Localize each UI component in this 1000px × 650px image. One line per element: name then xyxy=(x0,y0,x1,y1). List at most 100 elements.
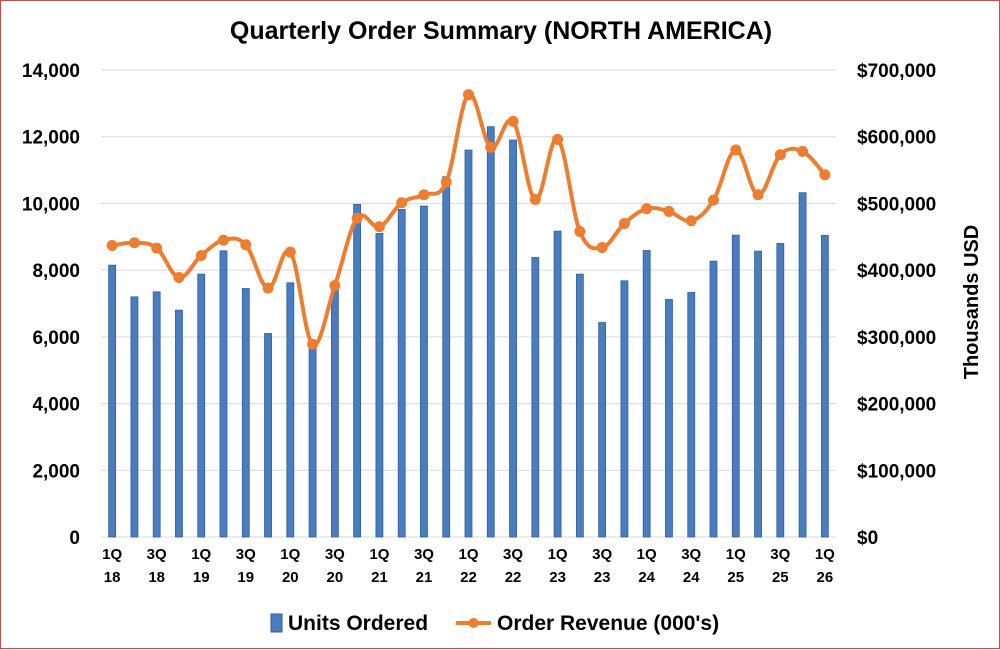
right-tick-label: $700,000 xyxy=(857,61,936,82)
x-tick-label-quarter: 3Q xyxy=(770,546,790,563)
bar-2Q-23 xyxy=(575,273,584,538)
x-axis-ticks: 1Q 18 3Q 18 1Q 19 3Q 19 1Q 20 3Q 20 1Q 21 3Q 21 1Q 22 3Q 22… xyxy=(102,546,835,586)
left-tick-label: 8,000 xyxy=(32,261,80,282)
right-tick-label: $300,000 xyxy=(857,328,936,349)
x-tick-label-year: 24 xyxy=(683,569,700,586)
x-tick-label-quarter: 3Q xyxy=(325,546,345,563)
bar-4Q-24 xyxy=(709,260,718,538)
bar-4Q-21 xyxy=(442,176,451,538)
x-tick-label-year: 20 xyxy=(282,569,299,586)
legend-marker-revenue xyxy=(468,618,479,628)
x-tick-label-year: 20 xyxy=(327,569,344,586)
x-tick-label-year: 22 xyxy=(505,569,522,586)
bar-3Q-24 xyxy=(687,292,696,538)
bar-3Q-21 xyxy=(420,205,428,538)
revenue-point-3Q-18 xyxy=(151,242,163,254)
x-tick-label-quarter: 1Q xyxy=(726,546,746,563)
x-tick-label-year: 21 xyxy=(371,569,388,586)
revenue-point-4Q-25 xyxy=(797,145,809,157)
revenue-point-3Q-19 xyxy=(240,239,252,251)
bar-2Q-20 xyxy=(308,343,317,538)
revenue-point-2Q-20 xyxy=(307,338,319,350)
revenue-point-4Q-23 xyxy=(618,217,630,229)
revenue-point-4Q-18 xyxy=(173,271,185,283)
legend: Units Ordered Order Revenue (000's) xyxy=(270,612,719,635)
revenue-point-3Q-21 xyxy=(418,189,430,201)
revenue-point-4Q-24 xyxy=(708,194,719,206)
revenue-point-3Q-20 xyxy=(329,279,341,291)
legend-swatch-units xyxy=(270,613,283,633)
bar-2Q-19 xyxy=(219,250,228,538)
left-tick-label: 12,000 xyxy=(22,128,80,149)
x-tick-label-year: 18 xyxy=(148,569,165,586)
right-tick-label: $100,000 xyxy=(857,461,936,482)
revenue-point-1Q-23 xyxy=(552,133,564,145)
left-tick-label: 4,000 xyxy=(32,395,80,416)
bar-1Q-24 xyxy=(642,250,651,538)
right-axis-title: Thousands USD xyxy=(961,225,983,379)
revenue-point-1Q-24 xyxy=(641,203,653,215)
bar-1Q-20 xyxy=(286,282,295,538)
left-tick-label: 0 xyxy=(69,528,80,549)
x-tick-label-year: 18 xyxy=(104,569,121,586)
x-tick-label-year: 23 xyxy=(549,569,566,586)
revenue-point-4Q-19 xyxy=(262,282,274,294)
revenue-point-3Q-25 xyxy=(774,149,786,161)
x-tick-label-year: 24 xyxy=(638,569,655,586)
x-tick-label-year: 25 xyxy=(727,569,744,586)
revenue-point-1Q-26 xyxy=(819,169,831,181)
x-tick-label-year: 21 xyxy=(416,569,433,586)
x-tick-label-quarter: 1Q xyxy=(637,546,657,563)
left-tick-label: 10,000 xyxy=(22,194,80,215)
x-tick-label-quarter: 1Q xyxy=(369,546,389,563)
revenue-point-2Q-22 xyxy=(485,141,497,153)
revenue-point-1Q-22 xyxy=(463,89,474,101)
left-tick-label: 2,000 xyxy=(32,461,80,482)
revenue-point-2Q-18 xyxy=(128,237,140,249)
x-tick-label-quarter: 3Q xyxy=(414,546,434,563)
revenue-point-1Q-18 xyxy=(106,239,118,251)
revenue-point-1Q-21 xyxy=(373,221,385,233)
revenue-point-4Q-20 xyxy=(351,212,363,224)
revenue-point-2Q-25 xyxy=(752,189,764,201)
right-axis-ticks: $0 $100,000 $200,000 $300,000 $400,000 $500,0… xyxy=(857,61,936,549)
revenue-point-1Q-20 xyxy=(284,246,296,258)
revenue-point-4Q-22 xyxy=(529,193,541,205)
revenue-point-3Q-23 xyxy=(596,241,608,253)
revenue-point-1Q-19 xyxy=(195,249,207,261)
line-series xyxy=(106,89,831,350)
x-tick-label-quarter: 1Q xyxy=(458,546,478,563)
x-tick-label-year: 23 xyxy=(594,569,611,586)
bar-4Q-18 xyxy=(175,309,183,538)
x-tick-label-quarter: 1Q xyxy=(815,546,835,563)
bar-1Q-19 xyxy=(197,273,206,538)
bar-1Q-25 xyxy=(731,234,740,538)
revenue-point-4Q-21 xyxy=(440,176,452,188)
bar-4Q-25 xyxy=(798,192,807,538)
x-tick-label-quarter: 1Q xyxy=(102,546,122,563)
right-tick-label: $600,000 xyxy=(857,128,936,149)
bar-4Q-23 xyxy=(620,280,629,538)
revenue-point-3Q-24 xyxy=(685,215,697,227)
bar-3Q-25 xyxy=(776,243,785,538)
legend-label-revenue: Order Revenue (000's) xyxy=(497,612,719,635)
bar-3Q-20 xyxy=(330,286,339,538)
x-tick-label-quarter: 1Q xyxy=(548,546,568,563)
bar-1Q-18 xyxy=(108,264,117,538)
right-tick-label: $400,000 xyxy=(857,261,936,282)
x-tick-label-quarter: 3Q xyxy=(147,546,167,563)
bar-1Q-21 xyxy=(375,233,384,538)
left-tick-label: 14,000 xyxy=(22,61,80,82)
revenue-point-2Q-21 xyxy=(396,197,408,209)
bar-3Q-22 xyxy=(509,139,517,538)
bar-2Q-22 xyxy=(486,126,495,538)
bar-series xyxy=(108,126,829,538)
revenue-point-1Q-25 xyxy=(730,144,742,156)
x-tick-label-quarter: 3Q xyxy=(503,546,523,563)
revenue-point-2Q-23 xyxy=(574,225,586,237)
x-tick-label-quarter: 1Q xyxy=(191,546,211,563)
bar-4Q-19 xyxy=(264,333,272,538)
right-tick-label: $0 xyxy=(857,528,878,549)
left-tick-label: 6,000 xyxy=(32,328,80,349)
